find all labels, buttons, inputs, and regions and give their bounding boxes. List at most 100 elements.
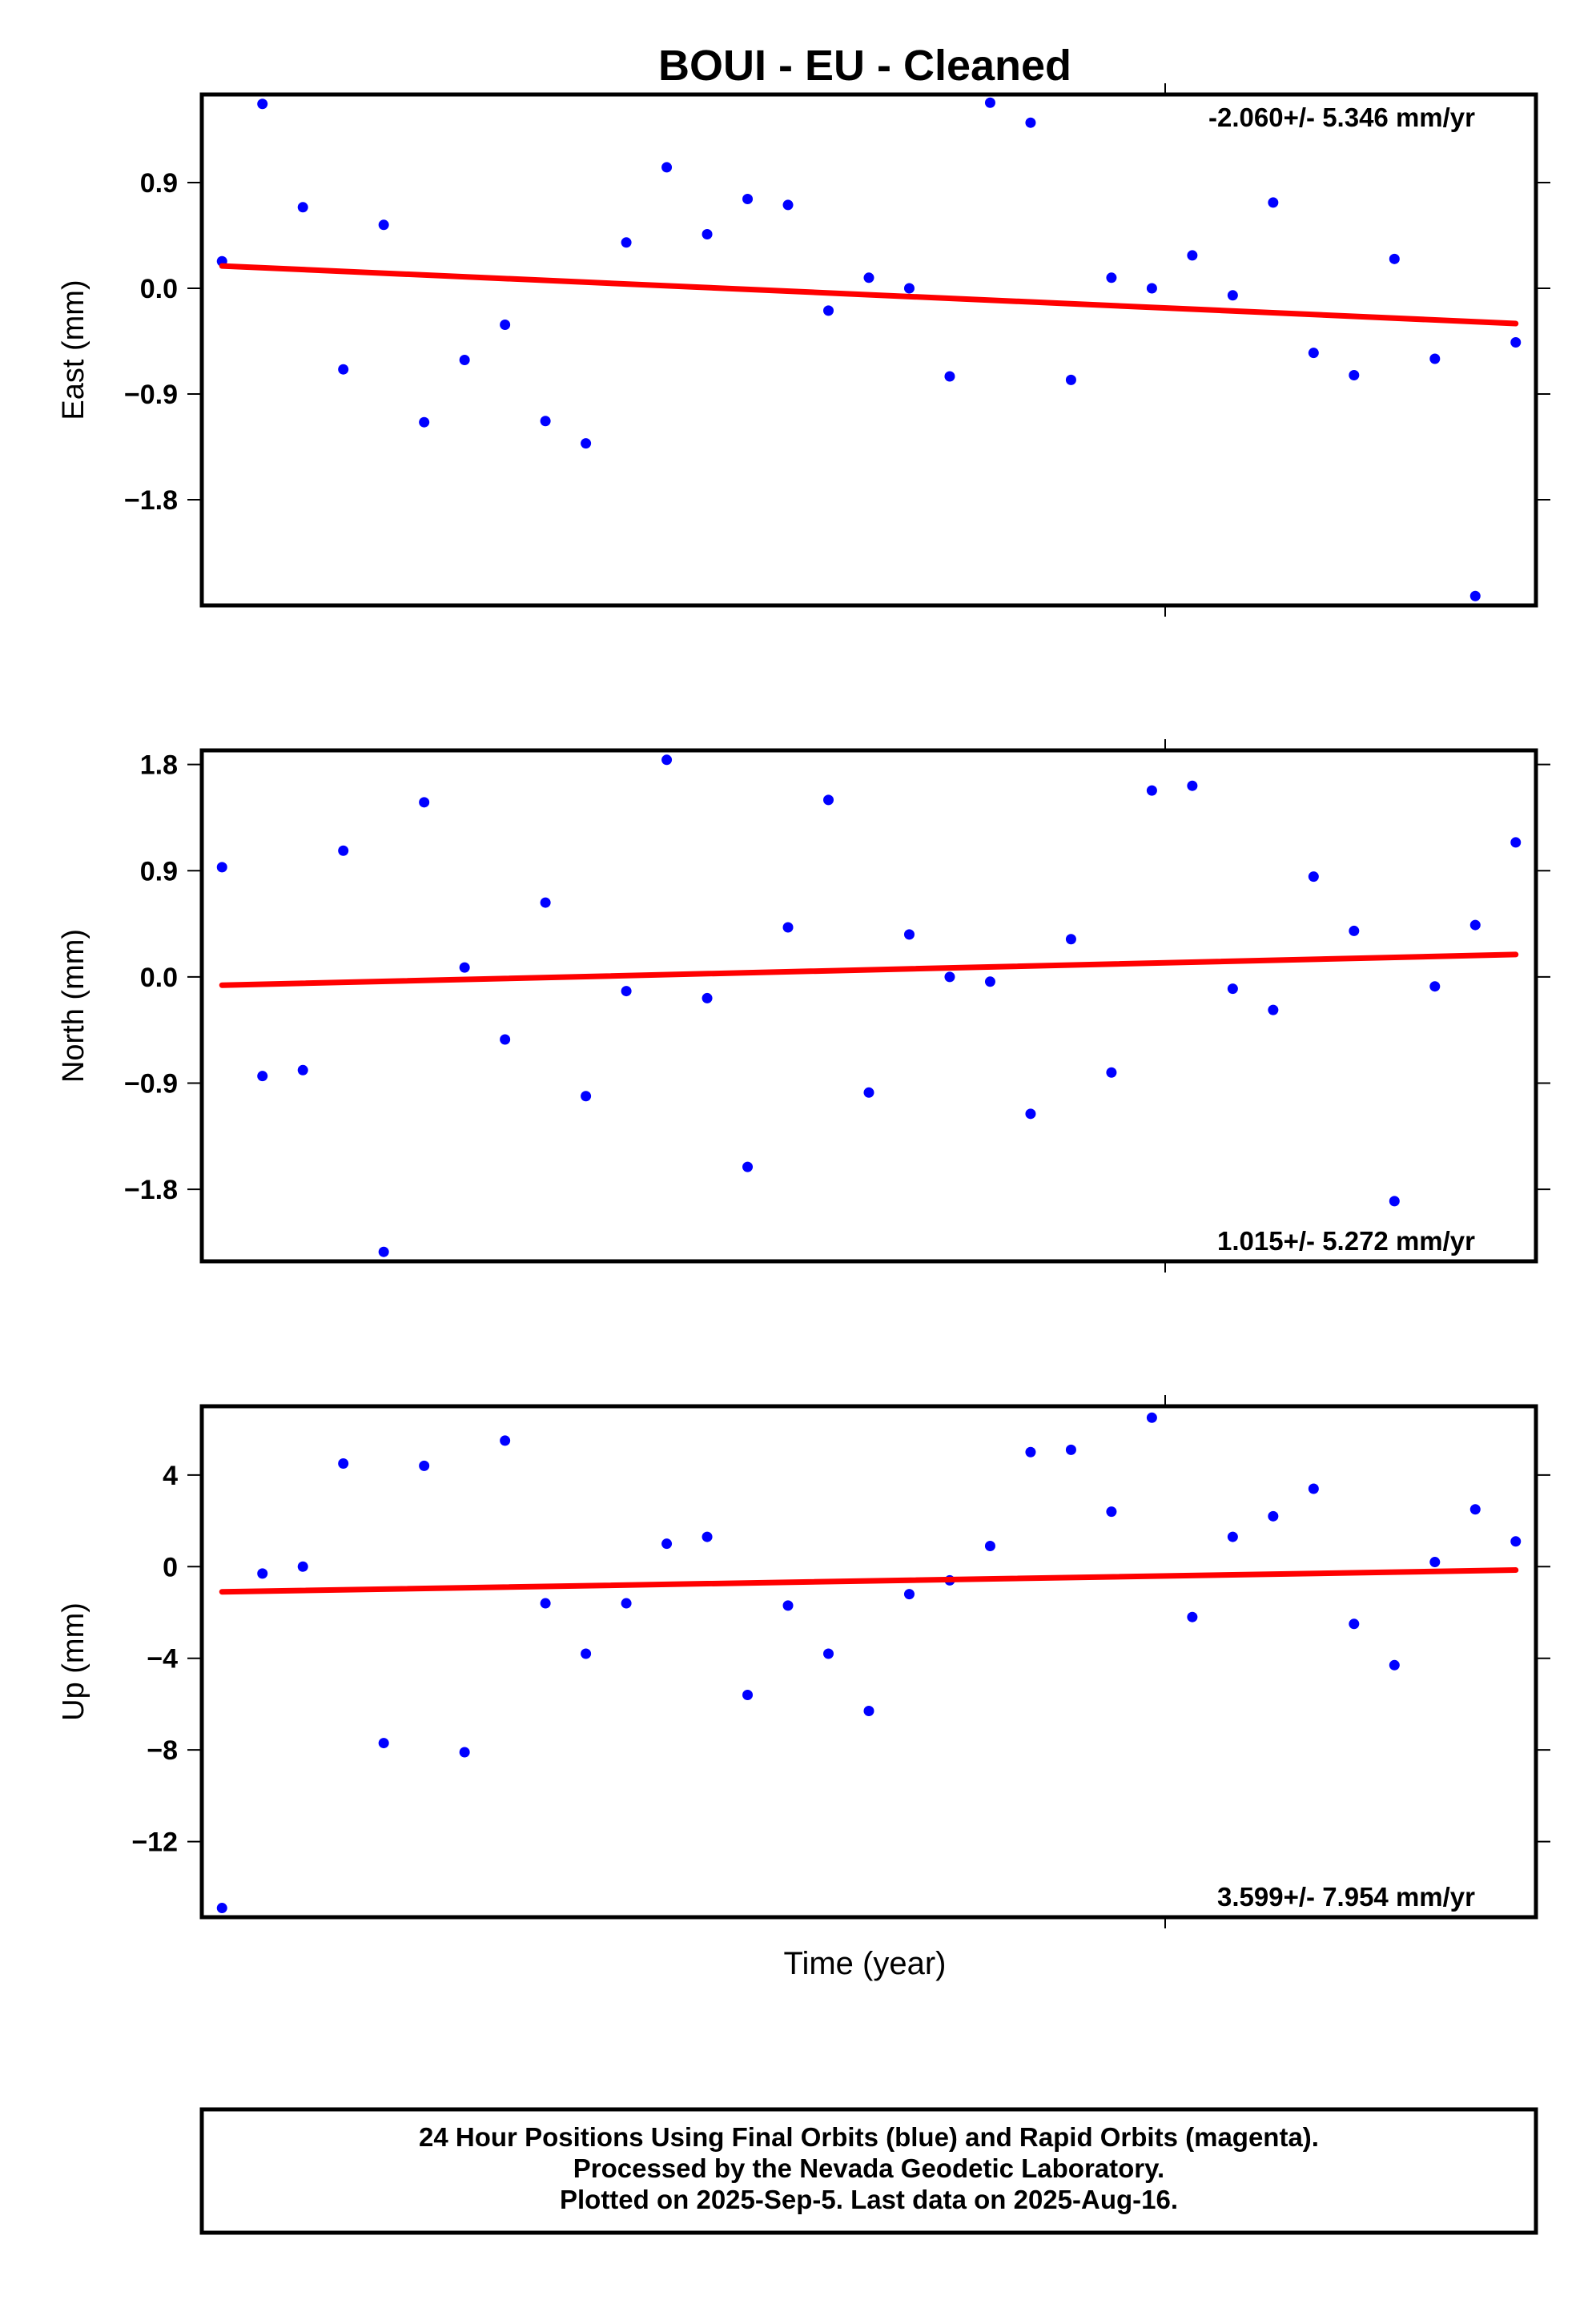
north-data-point: [863, 1087, 874, 1098]
up-trend-line: [219, 1567, 1519, 1595]
north-y-axis-label: North (mm): [57, 929, 90, 1083]
up-data-point: [378, 1738, 389, 1749]
north-data-point: [297, 1064, 308, 1076]
east-data-point: [742, 194, 754, 205]
north-rate-label: 1.015+/- 5.272 mm/yr: [1217, 1226, 1475, 1256]
up-data-point: [1187, 1611, 1198, 1622]
up-y-axis-label: Up (mm): [57, 1602, 90, 1721]
north-data-point: [1268, 1004, 1279, 1015]
north-data-point: [459, 962, 470, 973]
north-data-point: [1025, 1108, 1036, 1120]
north-data-point: [1429, 981, 1441, 992]
east-data-point: [338, 364, 349, 375]
north-data-point: [1308, 871, 1319, 883]
north-data-point: [1510, 837, 1522, 848]
east-ytick-label: −1.8: [124, 485, 178, 516]
up-data-point: [1025, 1446, 1036, 1458]
north-data-point: [1227, 983, 1238, 995]
up-ytick-label: 0: [163, 1552, 178, 1582]
up-data-point: [1510, 1536, 1522, 1547]
north-data-point: [540, 897, 551, 908]
panels: 0.9 0.0 −0.9 −1.8 East (mm) -2.060+/- 5.346 m…: [57, 83, 1550, 1928]
up-data-point: [540, 1598, 551, 1609]
east-ytick-label: 0.0: [140, 274, 178, 304]
north-data-point: [903, 929, 915, 940]
north-data-point: [1469, 919, 1481, 931]
up-data-point: [903, 1589, 915, 1600]
east-data-point: [1268, 197, 1279, 208]
east-data-point: [903, 283, 915, 294]
up-data-point: [338, 1458, 349, 1470]
up-ytick-label: −4: [147, 1644, 178, 1675]
north-data-point: [1349, 925, 1360, 936]
north-data-point: [1187, 780, 1198, 791]
up-data-point: [1349, 1618, 1360, 1630]
east-ytick-label: −0.9: [124, 380, 178, 410]
up-data-point: [1469, 1504, 1481, 1515]
north-data-point: [500, 1034, 511, 1045]
up-data-point: [500, 1435, 511, 1446]
up-panel: 4 0 −4 −8 −12 Up (mm) 3.599+/- 7.954 mm/yr: [57, 1395, 1550, 1928]
east-data-point: [1065, 374, 1076, 385]
north-ytick-label: −1.8: [124, 1175, 178, 1205]
up-plot-frame: [199, 1404, 1538, 1920]
up-ytick-label: −8: [147, 1735, 178, 1766]
north-panel: 1.8 0.9 0.0 −0.9 −1.8 North (mm) 1.015+/- 5.27…: [57, 739, 1550, 1273]
east-data-point: [459, 354, 470, 365]
north-data-point: [702, 992, 713, 1003]
up-data-point: [823, 1648, 834, 1659]
north-data-point: [944, 971, 955, 983]
north-data-point: [823, 794, 834, 806]
east-data-point: [1389, 253, 1400, 264]
up-data-point: [863, 1706, 874, 1717]
up-data-point: [257, 1568, 268, 1579]
up-data-point: [581, 1648, 592, 1659]
up-ytick-label: 4: [163, 1461, 178, 1491]
footer-box: [199, 2107, 1538, 2235]
east-plot-frame: [199, 92, 1538, 608]
up-data-point: [1429, 1557, 1441, 1568]
east-data-point: [297, 202, 308, 213]
east-data-point: [500, 319, 511, 330]
east-data-point: [661, 162, 673, 173]
up-data-point: [216, 1903, 227, 1914]
up-data-point: [1065, 1444, 1076, 1455]
up-data-point: [1146, 1412, 1157, 1423]
footer-line-3: Plotted on 2025-Sep-5. Last data on 2025…: [560, 2185, 1178, 2214]
north-data-point: [581, 1091, 592, 1102]
north-data-point: [1146, 785, 1157, 796]
east-data-point: [1469, 590, 1481, 601]
north-data-point: [216, 862, 227, 873]
east-trend-line: [219, 263, 1519, 327]
north-ytick-label: 1.8: [140, 750, 178, 781]
up-data-point: [1106, 1506, 1117, 1518]
east-y-axis-label: East (mm): [57, 279, 90, 420]
up-data-point: [1227, 1531, 1238, 1542]
x-axis-label: Time (year): [784, 1946, 947, 1981]
east-data-point: [984, 97, 995, 108]
east-data-point: [1349, 370, 1360, 381]
chart-title: BOUI - EU - Cleaned: [658, 42, 1071, 90]
east-ytick-label: 0.9: [140, 168, 178, 199]
up-data-point: [661, 1538, 673, 1550]
up-data-point: [419, 1460, 430, 1471]
footer-line-2: Processed by the Nevada Geodetic Laborat…: [573, 2153, 1164, 2183]
up-data-point: [1389, 1659, 1400, 1671]
east-data-point: [1429, 353, 1441, 364]
up-data-point: [1268, 1510, 1279, 1522]
east-data-point: [863, 272, 874, 283]
north-data-point: [1065, 934, 1076, 945]
east-rate-label: -2.060+/- 5.346 mm/yr: [1208, 103, 1475, 132]
north-data-point: [661, 754, 673, 766]
up-ytick-label: −12: [131, 1827, 178, 1858]
east-panel: 0.9 0.0 −0.9 −1.8 East (mm) -2.060+/- 5.346 m…: [57, 83, 1550, 617]
north-plot-frame: [199, 748, 1538, 1264]
east-data-point: [1146, 283, 1157, 294]
east-data-point: [1025, 117, 1036, 128]
up-data-point: [702, 1531, 713, 1542]
north-ytick-label: 0.9: [140, 856, 178, 887]
up-rate-label: 3.599+/- 7.954 mm/yr: [1217, 1882, 1475, 1912]
up-data-point: [621, 1598, 632, 1609]
